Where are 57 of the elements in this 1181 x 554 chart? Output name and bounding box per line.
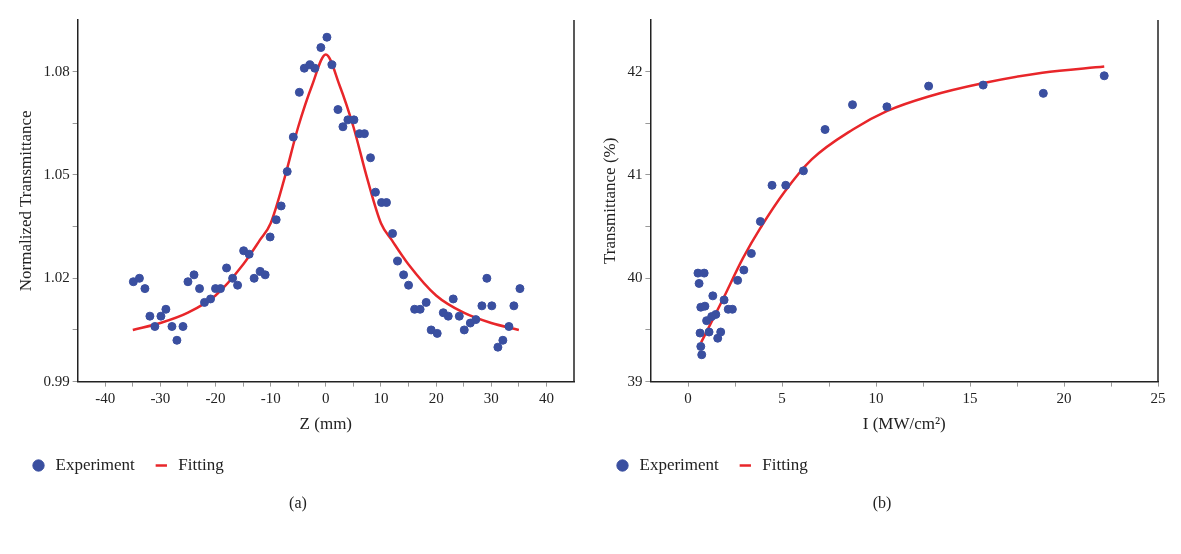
y-tick-label: 40 <box>627 269 643 286</box>
point <box>978 80 988 90</box>
x-axis-title: Z (mm) <box>299 414 353 434</box>
legend-label: Fitting <box>762 454 809 474</box>
x-tick-label: 20 <box>1056 389 1072 406</box>
point <box>924 81 934 91</box>
point <box>781 180 791 190</box>
x-tick-label: 15 <box>962 389 978 406</box>
x-axis-title: I (MW/cm²) <box>862 414 946 434</box>
point <box>702 316 712 326</box>
point <box>1099 71 1109 81</box>
point <box>696 341 706 351</box>
point <box>695 328 705 338</box>
y-tick-label: 1.08 <box>43 62 70 79</box>
point <box>746 248 756 258</box>
point <box>719 295 729 305</box>
x-tick-label: 0 <box>322 389 330 406</box>
x-tick-label: 25 <box>1150 389 1166 406</box>
y-tick-label: 42 <box>627 62 643 79</box>
y-tick-label: 1.05 <box>43 165 70 182</box>
point <box>733 275 743 285</box>
legend-label: Fitting <box>178 454 225 474</box>
y-tick-label: 1.02 <box>43 269 70 286</box>
point <box>820 125 830 135</box>
point <box>739 265 749 275</box>
x-tick-label: 40 <box>538 389 554 406</box>
y-tick-label: 39 <box>627 372 643 389</box>
point <box>798 166 808 176</box>
point <box>694 278 704 288</box>
y-axis-title: Normalized Transmittance <box>15 110 35 292</box>
legend-label: Experiment <box>639 454 720 474</box>
x-tick-label: -40 <box>95 389 116 406</box>
x-tick-label: 5 <box>778 389 786 406</box>
point <box>755 216 765 226</box>
point <box>716 327 726 337</box>
x-tick-label: 10 <box>373 389 389 406</box>
text: (b) <box>871 494 893 512</box>
point <box>708 291 718 301</box>
y-tick-label: 0.99 <box>43 372 70 389</box>
y-tick-label: 41 <box>627 165 643 182</box>
x-tick-label: -30 <box>150 389 171 406</box>
point <box>767 180 777 190</box>
x-tick-label: 20 <box>428 389 444 406</box>
text: (a) <box>288 494 308 512</box>
x-tick-label: -10 <box>260 389 281 406</box>
point <box>1038 88 1048 98</box>
y-axis-title: Transmittance (%) <box>599 137 619 264</box>
x-tick-label: 30 <box>483 389 499 406</box>
point <box>848 100 857 110</box>
legend-label: Experiment <box>55 454 136 474</box>
x-tick-label: 10 <box>868 389 884 406</box>
x-tick-label: -20 <box>205 389 226 406</box>
point <box>697 350 707 360</box>
x-tick-label: 0 <box>684 389 692 406</box>
point <box>704 327 714 337</box>
point <box>882 102 892 112</box>
point <box>713 333 723 343</box>
